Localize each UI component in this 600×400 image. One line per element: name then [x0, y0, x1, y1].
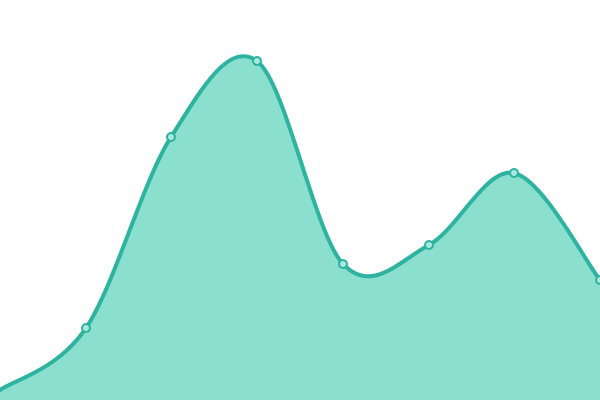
data-point: [424, 240, 434, 250]
data-point: [338, 259, 348, 269]
data-point: [509, 168, 519, 178]
line-stroke: [0, 54, 600, 392]
area-fill: [0, 56, 600, 400]
data-point: [81, 323, 91, 333]
data-point: [166, 132, 176, 142]
data-point: [595, 275, 600, 285]
data-point-markers: [81, 56, 600, 333]
data-point: [252, 56, 262, 66]
